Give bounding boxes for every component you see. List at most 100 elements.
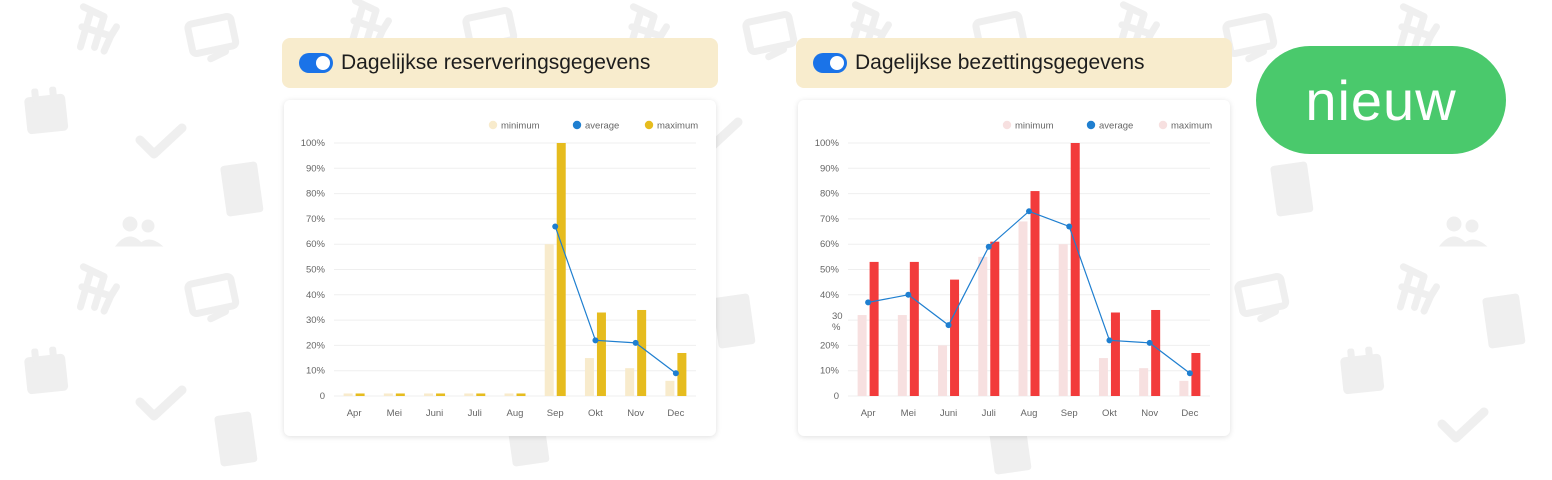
bar-maximum-dec [677, 352, 687, 396]
bar-minimum-apr [857, 315, 867, 396]
y-tick-label: 80% [820, 189, 840, 200]
point-average-dec [672, 370, 679, 377]
point-average-sep [1066, 223, 1073, 230]
x-tick-label: Okt [1102, 408, 1117, 419]
monitor-icon [184, 273, 240, 323]
bar-maximum-mei [395, 393, 405, 396]
bar-maximum-juli [476, 393, 486, 396]
bar-minimum-mei [897, 315, 907, 396]
toggle-knob [316, 56, 330, 70]
bar-maximum-sep [556, 143, 566, 396]
y-tick-label: 90% [306, 163, 326, 174]
bar-minimum-dec [1179, 380, 1189, 396]
x-tick-label: Nov [627, 408, 644, 419]
calendar-icon [1340, 346, 1385, 395]
bar-maximum-apr [869, 261, 879, 396]
monitor-icon [1222, 13, 1278, 63]
monitor-icon [184, 13, 240, 63]
y-tick-label: 60% [306, 239, 326, 250]
point-average-apr [865, 299, 872, 306]
panel-title: Dagelijkse bezettingsgegevens [855, 51, 1145, 74]
bar-minimum-juni [938, 345, 948, 396]
bar-maximum-aug [1030, 191, 1040, 396]
bar-minimum-apr [343, 393, 353, 396]
panel-header-occupancy: Dagelijkse bezettingsgegevens [796, 38, 1232, 88]
chair-icon [848, 1, 892, 53]
bar-maximum-sep [1070, 143, 1080, 396]
building-icon [214, 411, 258, 467]
bar-maximum-juni [436, 393, 446, 396]
y-tick-label: 30% [832, 311, 843, 333]
checkmark-icon [135, 385, 187, 421]
point-average-aug [1026, 208, 1032, 215]
x-tick-label: Apr [861, 408, 876, 419]
y-tick-label: 100% [815, 138, 840, 149]
y-tick-label: 0 [320, 391, 325, 402]
bar-maximum-aug [516, 393, 526, 396]
x-tick-label: Apr [347, 408, 362, 419]
legend-swatch-average [572, 120, 582, 130]
point-average-mei [905, 291, 912, 298]
bar-minimum-okt [1098, 358, 1108, 396]
bar-maximum-juli [990, 241, 1000, 396]
legend-swatch-maximum [644, 120, 654, 130]
calendar-icon [24, 346, 69, 395]
bar-minimum-aug [504, 393, 514, 396]
x-tick-label: Aug [507, 408, 524, 419]
point-average-sep [552, 223, 559, 230]
building-icon [220, 161, 264, 217]
x-tick-label: Aug [1021, 408, 1038, 419]
checkmark-icon [135, 123, 187, 159]
point-average-okt [592, 337, 599, 344]
y-tick-label: 10% [820, 366, 840, 377]
bar-minimum-juli [978, 256, 988, 396]
bar-minimum-nov [1139, 368, 1149, 396]
monitor-icon [1234, 273, 1290, 323]
y-tick-label: 70% [820, 214, 840, 225]
bar-maximum-juni [950, 279, 960, 396]
bar-minimum-juli [464, 393, 474, 396]
toggle-knob [830, 56, 844, 70]
reservations-toggle[interactable] [299, 53, 333, 73]
y-tick-label: 80% [306, 189, 326, 200]
occupancy-toggle[interactable] [813, 53, 847, 73]
x-tick-label: Juni [426, 408, 443, 419]
x-tick-label: Dec [1181, 408, 1198, 419]
legend-label-minimum: minimum [1015, 121, 1054, 132]
y-tick-label: 40% [820, 290, 840, 301]
point-average-dec [1186, 370, 1193, 377]
bar-maximum-mei [909, 261, 919, 396]
x-tick-label: Sep [1061, 408, 1078, 419]
bar-maximum-okt [596, 312, 606, 396]
chair-icon [1116, 1, 1160, 53]
y-tick-label: 90% [820, 163, 840, 174]
bar-minimum-mei [383, 393, 393, 396]
y-tick-label: 50% [820, 265, 840, 276]
legend-swatch-minimum [488, 120, 498, 130]
y-tick-label: 100% [301, 138, 326, 149]
occupancy-chart: 0 10% 20% 30 % 40% 50% 60% 70% 80% 90% 100% Apr Mei Ju… [815, 121, 1213, 420]
point-average-juni [945, 322, 952, 329]
point-average-nov [1146, 339, 1153, 346]
panel-title: Dagelijkse reserveringsgegevens [341, 51, 651, 74]
bar-minimum-sep [1058, 244, 1068, 396]
bar-minimum-nov [625, 368, 635, 396]
y-tick-label: 20% [820, 340, 840, 351]
point-average-nov [632, 339, 639, 346]
bar-maximum-nov [637, 309, 647, 396]
legend-label-average: average [1099, 121, 1133, 132]
people-icon [114, 216, 164, 247]
y-tick-label: 70% [306, 214, 326, 225]
x-tick-label: Juli [468, 408, 482, 419]
legend-label-maximum: maximum [657, 121, 698, 132]
legend-label-minimum: minimum [501, 121, 540, 132]
bar-minimum-sep [544, 244, 554, 396]
chair-icon [76, 263, 120, 315]
x-tick-label: Dec [667, 408, 684, 419]
building-icon [1482, 293, 1526, 349]
bar-minimum-okt [584, 358, 594, 396]
y-tick-label: 50% [306, 265, 326, 276]
legend-label-maximum: maximum [1171, 121, 1212, 132]
chart-card-occupancy: 0 10% 20% 30% 40% 50% 60% 70% 80% 90% 100% Apr Mei Ju… [798, 100, 1230, 436]
